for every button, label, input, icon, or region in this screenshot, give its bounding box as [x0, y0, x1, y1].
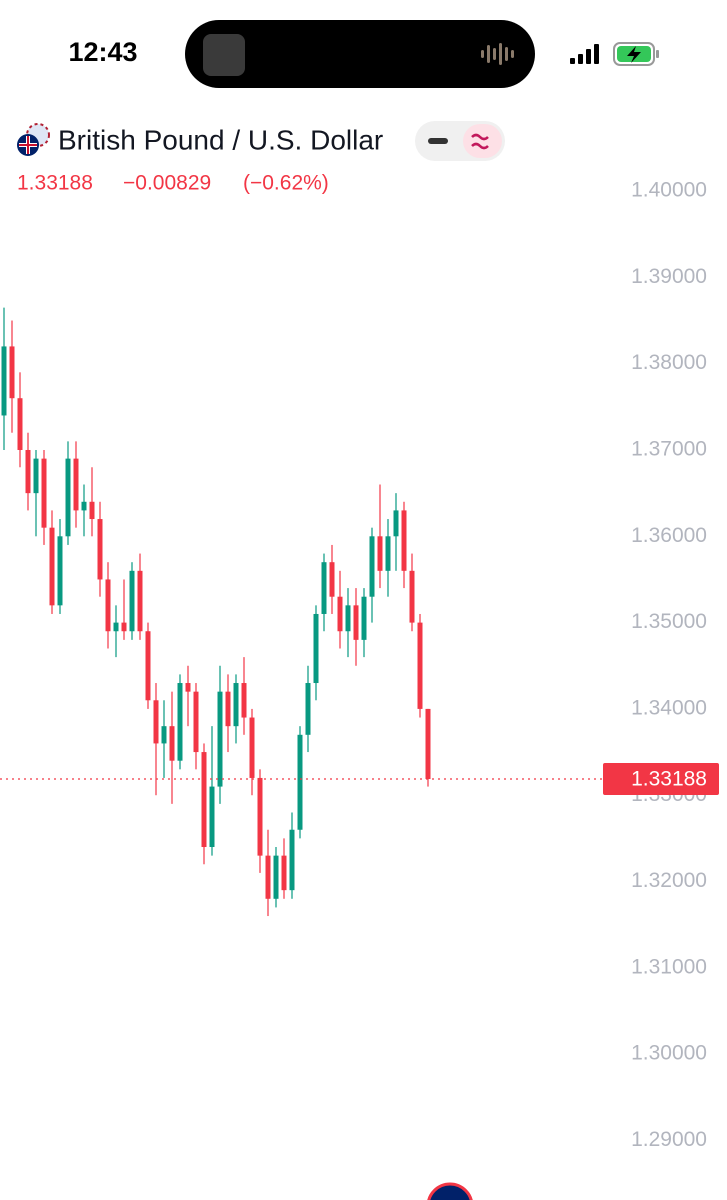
signal-icon	[570, 44, 599, 64]
candle-body	[305, 683, 311, 735]
candle-body	[401, 510, 407, 571]
candle-body	[65, 458, 71, 537]
candle-body	[161, 726, 167, 744]
mode-toggle-active[interactable]	[463, 124, 502, 158]
last-price-tag-label: 1.33188	[631, 768, 707, 791]
y-tick-label: 1.36000	[631, 524, 707, 547]
candle-body	[9, 346, 15, 399]
candle-body	[345, 605, 351, 632]
currency-flags	[17, 123, 50, 156]
candle-body	[25, 449, 31, 494]
candle-body	[89, 501, 95, 520]
candle-body	[33, 458, 39, 494]
battery-icon	[613, 42, 659, 66]
candle-body	[105, 579, 111, 632]
mode-line-icon[interactable]	[428, 138, 448, 144]
candle-body	[233, 683, 239, 727]
candle-body	[329, 562, 335, 597]
mode-approx-icon[interactable]	[471, 133, 489, 150]
y-tick-label: 1.34000	[631, 696, 707, 719]
candle-body	[337, 596, 343, 632]
candle-body	[289, 829, 295, 891]
candle-body	[145, 631, 151, 701]
y-tick-label: 1.32000	[631, 869, 707, 892]
candle-body	[313, 613, 319, 684]
candle-body	[97, 519, 103, 580]
candle-body	[209, 786, 215, 848]
candle-body	[57, 536, 63, 606]
price-change-pct: (−0.62%)	[243, 172, 329, 195]
last-price: 1.33188	[17, 172, 93, 195]
island-thumbnail	[203, 34, 245, 76]
y-tick-label: 1.38000	[631, 351, 707, 374]
y-tick-label: 1.29000	[631, 1128, 707, 1151]
candle-body	[369, 536, 375, 597]
candle-body	[1, 346, 7, 416]
candle-body	[321, 562, 327, 614]
candle-body	[297, 734, 303, 830]
candle-body	[281, 855, 287, 891]
y-tick-label: 1.37000	[631, 438, 707, 461]
candle-body	[217, 691, 223, 787]
chart-title: British Pound / U.S. Dollar	[58, 124, 383, 155]
candle-body	[169, 726, 175, 761]
y-tick-label: 1.31000	[631, 955, 707, 978]
y-tick-label: 1.39000	[631, 265, 707, 288]
candle-body	[73, 458, 79, 511]
y-tick-label: 1.35000	[631, 610, 707, 633]
price-change: −0.00829	[123, 172, 211, 195]
candle-body	[425, 708, 431, 779]
candle-body	[377, 536, 383, 571]
candle-body	[249, 717, 255, 778]
last-price-tag	[603, 762, 719, 795]
candle-body	[41, 458, 47, 528]
candle-body	[257, 777, 263, 856]
plot: 1.290001.300001.310001.320001.330001.340…	[0, 179, 719, 1151]
candle-body	[113, 622, 119, 632]
candle-body	[273, 855, 279, 899]
y-tick-label: 1.40000	[631, 179, 707, 202]
candle-body	[417, 622, 423, 709]
candle-body	[193, 691, 199, 753]
dynamic-island	[185, 20, 535, 88]
candle-body	[241, 683, 247, 718]
island-waveform	[481, 43, 514, 65]
candle-body	[49, 527, 55, 606]
candle-body	[393, 510, 399, 537]
candle-body	[137, 570, 143, 632]
candle-body	[361, 596, 367, 640]
candle-body	[177, 683, 183, 761]
bottom-icon	[427, 1182, 473, 1200]
candle-body	[129, 570, 135, 632]
candle-body	[265, 855, 271, 899]
y-tick-label: 1.30000	[631, 1042, 707, 1065]
candle-body	[225, 691, 231, 727]
candle-body	[121, 622, 127, 632]
candle-body	[385, 536, 391, 571]
candle-body	[409, 570, 415, 623]
candle-body	[153, 700, 159, 744]
status-time: 12:43	[68, 37, 137, 67]
candle-body	[353, 605, 359, 640]
candle-body	[81, 501, 87, 511]
candle-body	[185, 683, 191, 692]
candle-body	[201, 752, 207, 848]
candle-body	[17, 398, 23, 450]
